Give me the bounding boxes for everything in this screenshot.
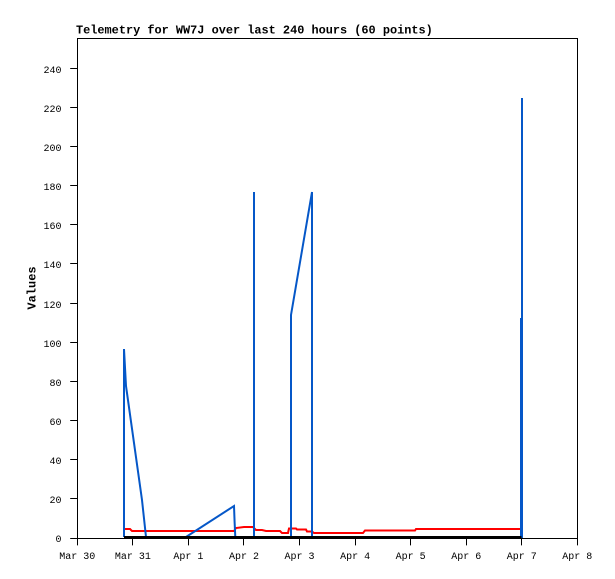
- svg-text:160: 160: [43, 222, 61, 233]
- svg-text:0: 0: [55, 535, 61, 546]
- svg-text:40: 40: [49, 457, 61, 468]
- svg-text:240: 240: [43, 66, 61, 77]
- svg-text:Apr 5: Apr 5: [396, 552, 426, 563]
- svg-text:180: 180: [43, 183, 61, 194]
- svg-text:120: 120: [43, 301, 61, 312]
- svg-text:Telemetry for WW7J over last 2: Telemetry for WW7J over last 240 hours (…: [76, 24, 433, 38]
- svg-text:Apr 8: Apr 8: [562, 552, 592, 563]
- svg-text:200: 200: [43, 144, 61, 155]
- svg-text:100: 100: [43, 340, 61, 351]
- svg-text:Apr 2: Apr 2: [229, 552, 259, 563]
- svg-text:Apr 7: Apr 7: [507, 552, 537, 563]
- svg-text:Mar 30: Mar 30: [59, 552, 95, 563]
- svg-text:140: 140: [43, 261, 61, 272]
- svg-text:Apr 1: Apr 1: [173, 552, 203, 563]
- svg-text:Mar 31: Mar 31: [115, 552, 151, 563]
- svg-text:Apr 3: Apr 3: [284, 552, 314, 563]
- svg-text:80: 80: [49, 379, 61, 390]
- svg-text:220: 220: [43, 105, 61, 116]
- svg-text:Apr 4: Apr 4: [340, 552, 370, 563]
- svg-text:Values: Values: [26, 266, 40, 309]
- svg-text:20: 20: [49, 496, 61, 507]
- svg-text:60: 60: [49, 418, 61, 429]
- svg-text:Apr 6: Apr 6: [451, 552, 481, 563]
